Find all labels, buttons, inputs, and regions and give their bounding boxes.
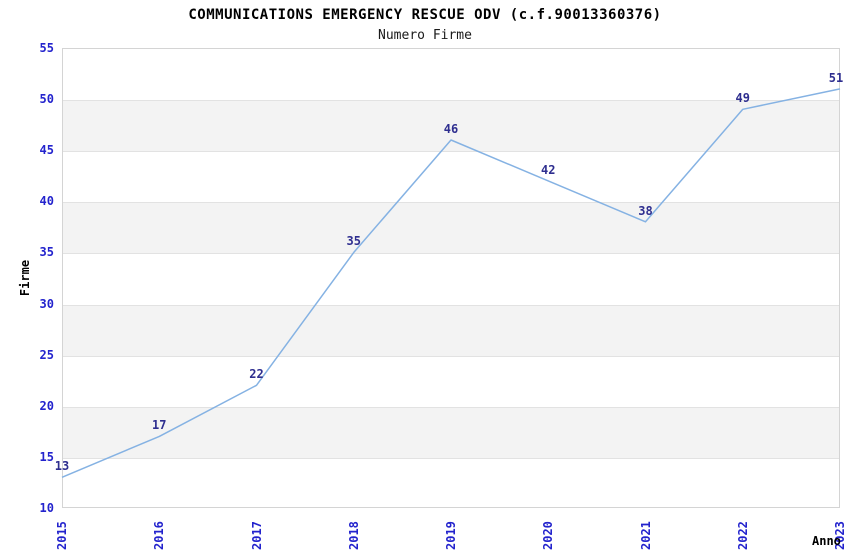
- y-tick-label: 50: [39, 92, 54, 107]
- y-tick-label: 15: [39, 449, 54, 464]
- data-point-label: 42: [541, 162, 556, 177]
- data-point-label: 49: [735, 91, 750, 106]
- y-tick-label: 20: [39, 398, 54, 413]
- data-point-label: 46: [443, 122, 459, 136]
- gridline: [63, 151, 839, 152]
- chart-subtitle: Numero Firme: [378, 28, 472, 43]
- y-tick-label: 45: [39, 143, 54, 158]
- x-tick-label: 2022: [735, 521, 750, 550]
- x-tick-label: 2021: [638, 521, 653, 550]
- y-tick-label: 25: [39, 347, 54, 362]
- x-tick-label: 2019: [444, 521, 458, 550]
- y-tick-label: 30: [39, 296, 54, 311]
- data-point-label: 35: [346, 234, 361, 249]
- gridline: [63, 356, 839, 357]
- x-tick-label: 2016: [152, 521, 167, 550]
- data-point-label: 17: [152, 418, 167, 433]
- y-tick-label: 35: [39, 245, 54, 260]
- x-tick-label: 2018: [346, 521, 361, 550]
- plot-area: [62, 48, 840, 508]
- gridline: [63, 202, 839, 203]
- x-tick-label: 2020: [541, 521, 556, 550]
- grid-band: [63, 202, 839, 254]
- chart-title: COMMUNICATIONS EMERGENCY RESCUE ODV (c.f…: [188, 7, 662, 23]
- gridline: [63, 305, 839, 306]
- y-tick-label: 55: [39, 41, 54, 55]
- grid-band: [63, 304, 839, 356]
- x-tick-label: 2017: [249, 521, 264, 550]
- gridline: [63, 100, 839, 101]
- y-tick-label: 40: [39, 194, 54, 209]
- gridline: [63, 253, 839, 254]
- grid-band: [63, 406, 839, 458]
- data-point-label: 51: [828, 70, 844, 85]
- data-point-label: 22: [249, 367, 264, 382]
- gridline: [63, 458, 839, 459]
- x-tick-label: 2015: [55, 521, 69, 550]
- x-axis-label: Anno: [812, 534, 841, 548]
- gridline: [63, 407, 839, 408]
- y-tick-label: 10: [39, 501, 54, 515]
- data-point-label: 13: [54, 459, 70, 474]
- y-axis-label: Firme: [18, 259, 32, 297]
- data-point-label: 38: [638, 203, 653, 218]
